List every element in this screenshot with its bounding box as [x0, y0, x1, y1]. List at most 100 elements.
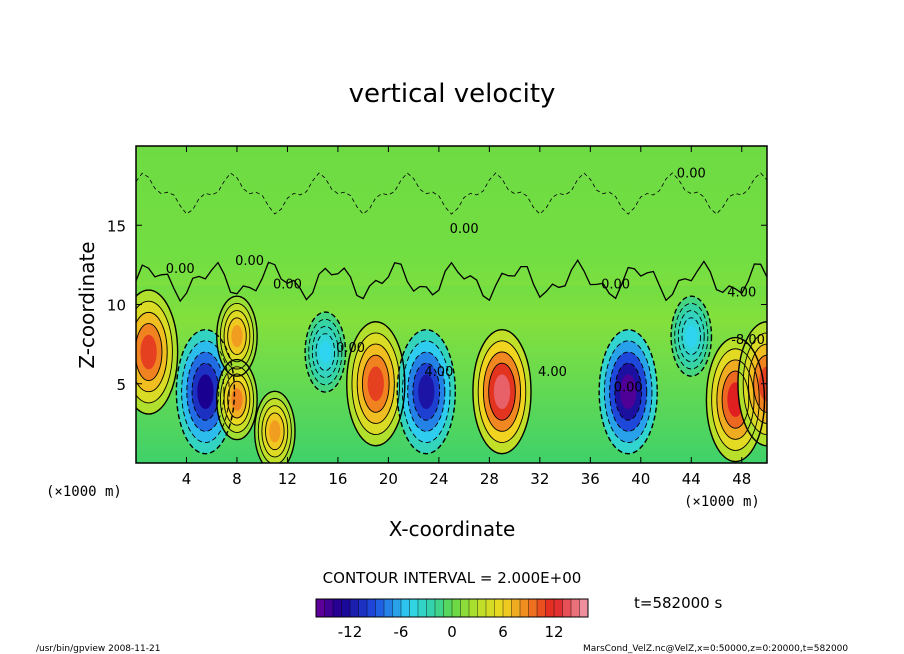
- velocity-cell-layer: [140, 334, 157, 370]
- contour-line: [603, 340, 653, 443]
- contour-label: 4.00: [424, 365, 453, 380]
- colorbar-segment: [358, 599, 368, 617]
- contour-line: [482, 351, 522, 432]
- velocity-cell-layer: [197, 374, 214, 410]
- contour-label: 0.00: [601, 278, 630, 293]
- contour-line: [711, 348, 760, 451]
- velocity-cell-layer: [319, 340, 331, 364]
- contour-label: 0.00: [677, 167, 706, 182]
- contour-line: [315, 333, 336, 371]
- contour-line: [265, 412, 285, 451]
- y-tick-label: 5: [116, 376, 126, 394]
- contour-label: 0.00: [614, 381, 643, 396]
- colorbar-segment: [511, 599, 521, 617]
- colorbar-segment: [443, 599, 453, 617]
- contour-label: 0.00: [336, 341, 365, 356]
- colorbar-segment: [486, 599, 495, 617]
- contour-line: [716, 359, 755, 440]
- contour-line: [311, 325, 339, 379]
- colorbar-segment: [452, 599, 461, 617]
- contour-line: [191, 362, 220, 421]
- x-tick-label: 44: [682, 470, 701, 488]
- colorbar-segment: [477, 599, 487, 617]
- colorbar-segment: [426, 599, 436, 617]
- colorbar-segment: [384, 599, 393, 617]
- colorbar-segment: [367, 599, 376, 617]
- colorbar-segments: [315, 599, 589, 617]
- colorbar-tick-label: 6: [498, 623, 508, 641]
- contour-line: [223, 373, 251, 426]
- contour-line: [472, 328, 532, 455]
- colorbar-segment: [469, 599, 478, 617]
- colorbar-segment: [528, 599, 538, 617]
- velocity-cell-layer: [418, 374, 435, 410]
- contour-line: [304, 311, 347, 393]
- velocity-cell-layer: [231, 388, 243, 411]
- contour-line: [598, 328, 658, 455]
- colorbar-segment: [435, 599, 444, 617]
- velocity-cell-layer: [620, 374, 637, 410]
- zero-contour: [136, 258, 767, 303]
- x-tick-label: 28: [480, 470, 499, 488]
- chart-title: vertical velocity: [349, 79, 556, 109]
- x-tick-label: 12: [278, 470, 297, 488]
- colorbar-segment: [520, 599, 529, 617]
- contour-label: 0.00: [166, 262, 195, 277]
- colorbar-segment: [579, 599, 589, 617]
- colorbar-segment: [418, 599, 427, 617]
- colorbar-tick-label: -6: [394, 623, 409, 641]
- footer-left: /usr/bin/gpview 2008-11-21: [36, 644, 160, 654]
- colorbar-segment: [545, 599, 555, 617]
- colorbar-segment: [562, 599, 572, 617]
- contour-line: [136, 289, 179, 415]
- contour-line: [136, 323, 163, 382]
- contour-line: [227, 380, 247, 419]
- contour-line: [253, 390, 296, 463]
- x-unit-label-right: (×1000 m): [684, 494, 760, 510]
- x-tick-label: 40: [631, 470, 650, 488]
- contour-line: [219, 366, 254, 433]
- x-axis-label: X-coordinate: [389, 517, 516, 541]
- contour-line: [216, 295, 258, 377]
- x-unit-label-left: (×1000 m): [46, 484, 122, 500]
- contour-line: [396, 328, 456, 455]
- upper-region-tint: [136, 146, 767, 286]
- contour-line: [677, 310, 705, 363]
- colorbar-segment: [494, 599, 504, 617]
- contour-line: [670, 295, 713, 377]
- x-tick-label: 20: [379, 470, 398, 488]
- colorbar-segment: [375, 599, 385, 617]
- colorbar-segment: [392, 599, 402, 617]
- y-axis-label: Z-coordinate: [75, 241, 99, 368]
- contour-line: [356, 343, 395, 424]
- colorbar-segment: [401, 599, 410, 617]
- contour-line: [361, 354, 390, 413]
- contour-line: [257, 398, 292, 463]
- plot-area: 0.00 0.00 0.00 0.00 0.00 0.00 0.00 4.00 4.00 4.00…: [136, 146, 767, 463]
- y-axis-ticks: 5 10 15: [107, 217, 767, 394]
- x-axis-ticks: 4 8 12 16 20 24 28 32 36 40 44 48: [182, 146, 751, 488]
- x-tick-label: 24: [429, 470, 448, 488]
- velocity-cell-layer: [269, 420, 281, 443]
- contour-line: [412, 362, 441, 421]
- velocity-cell-layer: [367, 366, 384, 402]
- velocity-cell-layer: [231, 325, 243, 348]
- colorbar-segment: [571, 599, 580, 617]
- contour-label: -8.00: [731, 333, 765, 348]
- colorbar-segment: [333, 599, 342, 617]
- colorbar-tick-label: -12: [338, 623, 363, 641]
- contour-line: [402, 340, 451, 443]
- colorbar-tick-label: 0: [447, 623, 457, 641]
- colorbar-tick-label: 12: [544, 623, 563, 641]
- contour-line: [351, 332, 401, 436]
- colorbar-segment: [460, 599, 470, 617]
- velocity-cell-layer: [685, 325, 697, 348]
- contour-line: [488, 362, 516, 421]
- contour-line: [227, 317, 247, 356]
- contour-line: [609, 351, 648, 432]
- x-tick-label: 16: [328, 470, 347, 488]
- contour-line: [186, 351, 225, 432]
- contour-line: [136, 300, 173, 404]
- x-tick-label: 8: [232, 470, 242, 488]
